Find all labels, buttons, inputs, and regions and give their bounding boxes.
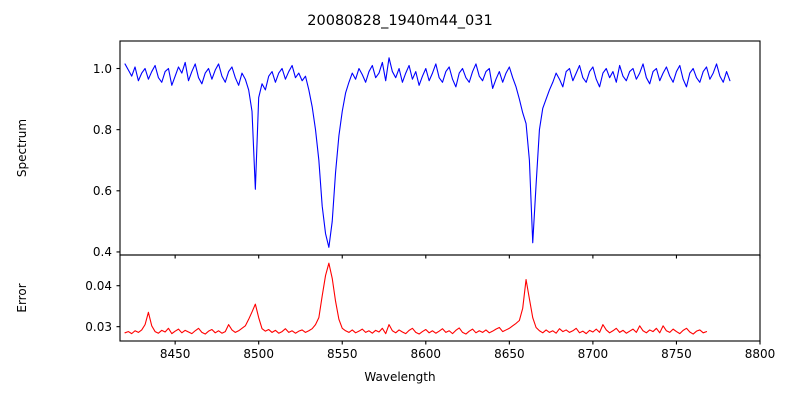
spectrum-panel [116,40,761,259]
x-tick-label: 8450 [159,347,191,361]
y-tick-label: 1.0 [92,61,112,76]
x-tick-label: 8600 [410,347,442,361]
y-tick-label: 0.04 [85,278,112,293]
spectrum-line [124,57,731,248]
y-tick-label: 0.6 [92,183,112,198]
x-tick-label: 8700 [577,347,609,361]
page-title: 20080828_1940m44_031 [307,13,493,29]
error-panel [116,254,761,345]
y-tick-label: 0.4 [92,244,112,259]
error-line [124,262,708,335]
y-axis-label-spectrum: Spectrum [15,118,29,178]
x-tick-label: 8550 [326,347,358,361]
x-axis-label: Wavelength [364,370,436,384]
spectrum-axes-frame [119,40,761,256]
x-tick-label: 8750 [661,347,692,361]
y-tick-label: 0.03 [85,319,112,334]
x-tick-label: 8500 [243,347,274,361]
error-axes-frame [119,254,761,342]
error-tick-marks [116,285,761,345]
y-axis-label-error: Error [15,283,29,313]
spectrum-tick-marks [116,67,761,259]
x-tick-label: 8650 [494,347,525,361]
x-tick-label: 8800 [744,347,776,361]
y-tick-label: 0.8 [92,122,112,137]
